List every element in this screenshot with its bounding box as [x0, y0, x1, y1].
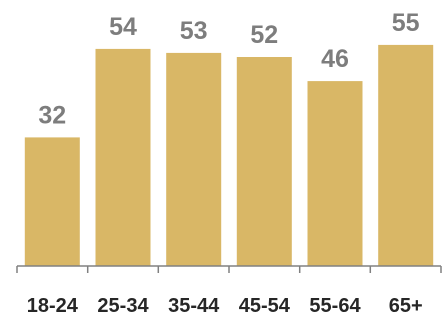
bar-65+ — [378, 44, 434, 267]
x-tick-label-25-34: 25-34 — [97, 295, 149, 317]
data-label-18-24: 32 — [38, 101, 66, 129]
x-tick-label-55-64: 55-64 — [309, 295, 361, 317]
bar-18-24 — [24, 137, 80, 266]
data-label-55-64: 46 — [321, 45, 349, 73]
bar-55-64 — [307, 81, 363, 266]
data-label-35-44: 53 — [180, 17, 208, 45]
x-tick-labels-group: 18-24 25-34 35-44 45-54 55-64 65+ — [27, 295, 423, 317]
data-label-65+: 55 — [392, 9, 420, 37]
data-label-25-34: 54 — [109, 13, 137, 41]
x-axis — [16, 265, 442, 273]
data-labels-group: 32 54 53 52 46 55 — [38, 9, 419, 129]
bar-45-54 — [236, 57, 292, 266]
data-label-45-54: 52 — [250, 21, 278, 49]
bars-group — [24, 44, 434, 267]
bar-35-44 — [166, 52, 222, 267]
bar-25-34 — [95, 48, 151, 267]
x-tick-label-35-44: 35-44 — [168, 295, 220, 317]
x-tick-label-45-54: 45-54 — [239, 295, 291, 317]
x-tick-label-18-24: 18-24 — [27, 295, 79, 317]
x-tick-label-65+: 65+ — [389, 295, 423, 317]
